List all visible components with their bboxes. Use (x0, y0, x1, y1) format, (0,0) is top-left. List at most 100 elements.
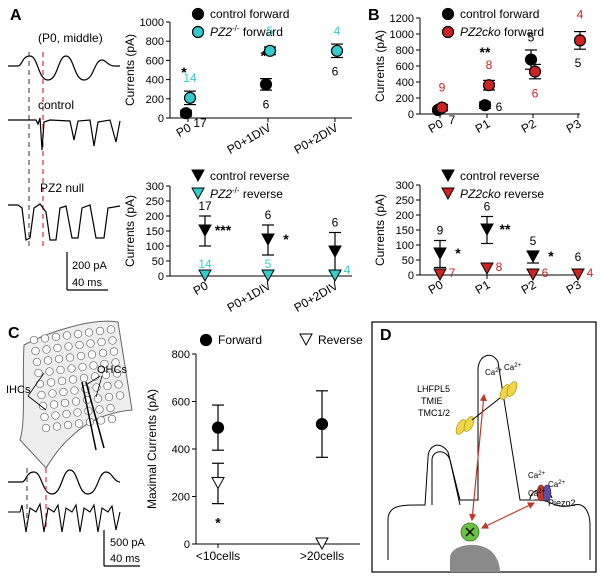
scale-label-pa-a: 200 pA (72, 260, 108, 272)
hair-cell-grid (29, 325, 125, 433)
stereocilia-short (431, 451, 461, 506)
n-label: 5 (265, 257, 272, 271)
legend-marker (441, 187, 455, 201)
hair-cell (106, 403, 115, 413)
hair-cell (35, 379, 45, 389)
hair-cell (111, 358, 120, 367)
y-axis-label: Currents (pA) (373, 194, 387, 266)
data-point (528, 65, 542, 78)
y-tick-label: 600 (396, 61, 414, 73)
ca-ion-1: Ca2+ (485, 368, 503, 377)
legend-label: PZ2cko reverse (460, 187, 544, 201)
n-label: 7 (449, 266, 456, 280)
y-tick-label: 400 (396, 77, 414, 89)
n-label: 9 (439, 81, 446, 95)
hair-cell (68, 375, 78, 384)
data-point (211, 476, 225, 490)
hair-cell (114, 380, 123, 389)
n-label: 5 (575, 56, 582, 70)
ca-ion-5: Ca2+ (528, 489, 546, 498)
n-label: 6 (496, 100, 503, 114)
y-tick-label: 50 (402, 255, 414, 267)
data-point (315, 537, 329, 551)
stimulus-label: (P0, middle) (38, 31, 103, 45)
hair-cell (34, 368, 43, 378)
hair-cell (93, 394, 103, 403)
hair-cell (65, 353, 75, 362)
y-tick-label: 200 (396, 210, 414, 222)
n-label: 7 (449, 113, 456, 127)
hair-cell (49, 400, 59, 409)
hair-cell (74, 419, 84, 428)
n-label: 4 (344, 263, 351, 277)
control-trace-label: control (38, 98, 74, 112)
data-point (261, 269, 275, 283)
data-point (478, 99, 492, 112)
hair-cell (101, 370, 111, 380)
data-point (328, 245, 342, 259)
y-axis-label: Currents (pA) (123, 195, 137, 267)
legend-marker (191, 187, 205, 201)
legend-label: Forward (218, 333, 262, 347)
y-axis-label: Currents (pA) (373, 30, 387, 102)
hair-cell (109, 347, 119, 356)
panel-letter-a: A (10, 7, 22, 24)
control-current-trace (8, 117, 121, 151)
legend-label: PZ2cko forward (460, 25, 544, 39)
hair-cell (86, 339, 95, 348)
hair-cell (57, 376, 67, 386)
hair-cell (52, 422, 62, 431)
significance-star: ** (500, 221, 511, 237)
scale-label-ms-a: 40 ms (72, 277, 102, 289)
data-point (179, 107, 193, 120)
hair-cell (37, 390, 46, 400)
y-tick-label: 1000 (390, 29, 414, 41)
hair-cell (43, 356, 53, 365)
panel-letter-d: D (380, 327, 392, 344)
n-label: 14 (198, 257, 212, 271)
y-tick-label: 200 (146, 211, 164, 223)
legend-label: control forward (210, 7, 289, 21)
tmie-label: TMIE (421, 396, 443, 406)
legend-marker (441, 169, 455, 183)
x-tick-label: P0+1DIV (225, 120, 274, 156)
hair-cell (60, 398, 70, 408)
mt-channel-tall-2 (506, 381, 518, 397)
y-tick-label: 250 (146, 196, 164, 208)
hair-cell (48, 389, 57, 398)
data-point (482, 79, 496, 92)
significance-star: * (548, 248, 554, 264)
chart-b-reverse: 0 50 100 150 200 250 300 Currents (pA) P0 P1 P2 P3 c… (373, 169, 594, 297)
n-label: 8 (496, 260, 503, 274)
hair-cell (76, 351, 86, 361)
y-tick-label: 800 (146, 36, 164, 48)
x-tick-label: P0 (426, 116, 446, 136)
n-label: 6 (265, 208, 272, 222)
legend-label: PZ2-/- forward (210, 24, 283, 39)
data-point (330, 44, 344, 57)
data-point (211, 421, 225, 434)
pz2-current-trace (8, 203, 121, 241)
panel-letter-b: B (368, 7, 380, 24)
signal-arrow-mt (468, 393, 488, 522)
panel-a-traces: A (P0, middle) control PZ2 null 200 pA 4… (8, 7, 121, 291)
n-label: 5 (267, 24, 274, 38)
hair-cell (96, 416, 106, 425)
scale-label-ms-c: 40 ms (110, 553, 140, 565)
hair-cell (115, 391, 125, 400)
pz2-trace-label: PZ2 null (40, 181, 84, 195)
tmc-label: TMC1/2 (418, 408, 450, 418)
hair-cell (40, 412, 49, 422)
significance-star: * (181, 64, 187, 80)
data-point (433, 247, 447, 261)
data-point (183, 91, 197, 104)
scale-bar-a: 200 pA 40 ms (66, 252, 108, 291)
hair-cell (95, 326, 105, 336)
n-label: 17 (193, 116, 207, 130)
n-label: 5 (530, 234, 537, 248)
x-tick-label: >20cells (300, 549, 344, 563)
signal-arrow-piezo (480, 502, 536, 529)
hair-cell (64, 342, 73, 351)
data-point (573, 34, 587, 47)
